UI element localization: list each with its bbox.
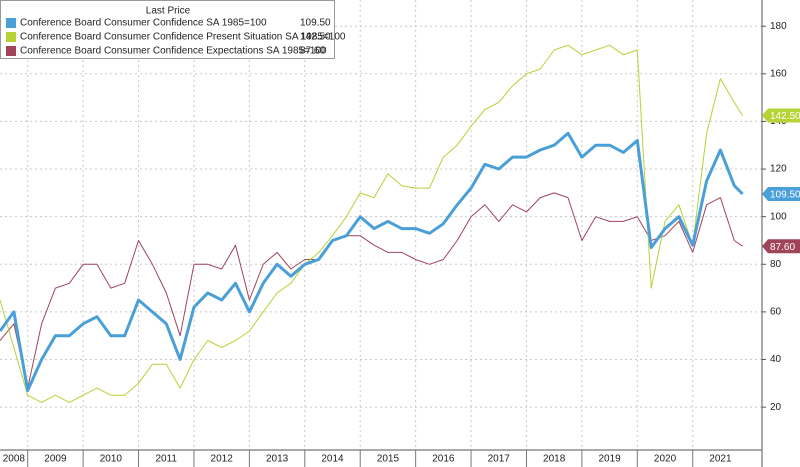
- x-tick-label: 2015: [377, 454, 400, 465]
- x-tick-label: 2012: [211, 454, 234, 465]
- x-tick-label: 2011: [155, 454, 177, 465]
- x-tick-label: 2008: [3, 454, 26, 465]
- legend-label: Conference Board Consumer Confidence SA …: [20, 18, 267, 29]
- series-line: [0, 44, 744, 403]
- y-tick-label: 60: [770, 307, 782, 318]
- legend-swatch: [6, 46, 16, 56]
- legend-value: 87.60: [300, 46, 325, 57]
- legend-value: 109.50: [300, 18, 331, 29]
- x-tick-label: 2010: [100, 454, 123, 465]
- legend-label: Conference Board Consumer Confidence Exp…: [20, 46, 327, 57]
- y-tick-label: 100: [770, 211, 787, 222]
- legend-swatch: [6, 32, 16, 42]
- last-value-tag: [762, 187, 800, 202]
- x-tick-label: 2017: [488, 454, 511, 465]
- y-tick-label: 80: [770, 259, 782, 270]
- last-value-tag: [762, 108, 800, 123]
- last-value-label: 87.60: [770, 242, 795, 253]
- legend-box: [0, 0, 335, 59]
- x-tick-label: 2021: [709, 454, 732, 465]
- x-tick-label: 2013: [266, 454, 289, 465]
- last-value-label: 109.50: [770, 190, 800, 201]
- x-tick-label: 2018: [543, 454, 566, 465]
- x-tick-label: 2009: [44, 454, 67, 465]
- series-line: [0, 192, 743, 389]
- y-tick-label: 40: [770, 354, 782, 365]
- legend-label: Conference Board Consumer Confidence Pre…: [20, 32, 346, 43]
- legend-swatch: [6, 18, 16, 28]
- y-tick-label: 180: [770, 21, 787, 32]
- y-tick-label: 20: [770, 402, 782, 413]
- x-tick-label: 2019: [598, 454, 621, 465]
- series-line: [0, 131, 744, 392]
- legend-value: 142.50: [300, 32, 331, 43]
- last-value-tag: [762, 239, 800, 254]
- legend-title: Last Price: [146, 6, 191, 17]
- x-tick-label: 2014: [321, 454, 344, 465]
- y-tick-label: 160: [770, 68, 787, 79]
- y-tick-label: 120: [770, 164, 787, 175]
- x-tick-label: 2020: [654, 454, 677, 465]
- x-tick-label: 2016: [432, 454, 455, 465]
- last-value-label: 142.50: [770, 111, 800, 122]
